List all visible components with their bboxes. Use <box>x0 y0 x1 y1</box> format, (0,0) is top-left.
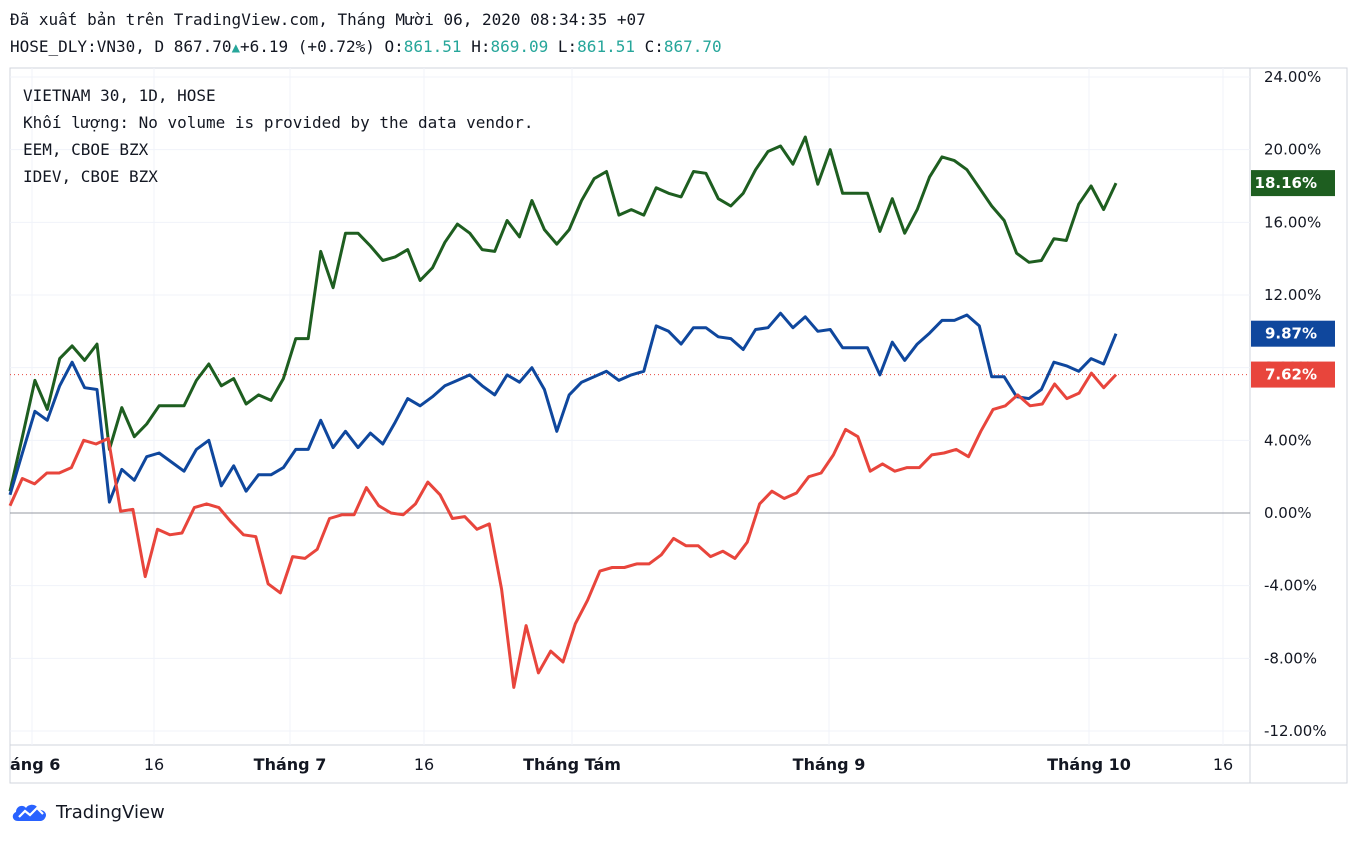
x-tick-label: áng 6 <box>10 755 60 774</box>
low-value: 861.51 <box>577 37 635 56</box>
comparison-chart[interactable]: 24.00%20.00%16.00%12.00%8.00%4.00%0.00%-… <box>0 0 1357 790</box>
last-value-tag-green: 18.16% <box>1251 170 1335 197</box>
x-tick-label: 16 <box>1213 755 1233 774</box>
y-tick-label: 16.00% <box>1264 213 1321 231</box>
tradingview-brand[interactable]: TradingView <box>10 800 165 824</box>
price-change: +6.19 (+0.72%) <box>240 37 375 56</box>
open-label: O: <box>384 37 404 56</box>
high-value: 869.09 <box>490 37 549 56</box>
x-tick-label: Tháng 10 <box>1047 755 1131 774</box>
legend-idev[interactable]: IDEV, CBOE BZX <box>23 167 158 186</box>
x-tick-label: 16 <box>144 755 164 774</box>
y-tick-label: -8.00% <box>1264 649 1317 667</box>
x-tick-label: Tháng 9 <box>793 755 866 774</box>
open-value: 861.51 <box>403 37 462 56</box>
y-tick-label: 4.00% <box>1264 431 1312 449</box>
x-tick-label: Tháng 7 <box>254 755 327 774</box>
grid <box>10 68 1250 745</box>
symbol-label[interactable]: HOSE_DLY:VN30, D <box>10 37 165 56</box>
last-price: 867.70 <box>173 37 232 56</box>
symbol-info-line: HOSE_DLY:VN30, D 867.70▲+6.19 (+0.72%) O… <box>10 37 722 56</box>
tag-value: 7.62% <box>1265 366 1317 384</box>
tag-background <box>1251 361 1335 388</box>
series-line-green <box>8 135 1118 492</box>
up-triangle-icon: ▲ <box>231 40 240 56</box>
tag-background <box>1251 170 1335 197</box>
y-tick-label: 20.00% <box>1264 141 1321 159</box>
published-info: Đã xuất bản trên TradingView.com, Tháng … <box>10 10 646 29</box>
last-value-tag-red: 7.62% <box>1251 361 1335 388</box>
series-line-red <box>8 371 1118 689</box>
legend-volume[interactable]: Khối lượng: No volume is provided by the… <box>23 113 534 132</box>
chart-frame <box>9 67 1348 784</box>
legend-vn30[interactable]: VIETNAM 30, 1D, HOSE <box>23 86 216 105</box>
tradingview-cloud-logo-icon <box>12 804 47 821</box>
last-value-tag-blue: 9.87% <box>1251 320 1335 347</box>
series-line-blue <box>8 311 1118 504</box>
y-tick-label: -12.00% <box>1264 722 1327 740</box>
brand-name: TradingView <box>56 801 165 823</box>
tag-value: 9.87% <box>1265 325 1317 343</box>
tag-value: 18.16% <box>1255 174 1317 192</box>
low-label: L: <box>557 37 578 56</box>
last-value-tags: 18.16% 9.87% 7.62% <box>1251 170 1335 388</box>
x-tick-label: Tháng Tám <box>523 755 621 774</box>
high-label: H: <box>471 37 491 56</box>
x-tick-label: 16 <box>414 755 434 774</box>
y-tick-label: 0.00% <box>1264 504 1312 522</box>
time-axis-labels: áng 6 16 Tháng 7 16 Tháng Tám Tháng 9 Tháng 10… <box>10 755 1233 774</box>
close-label: C: <box>644 37 664 56</box>
tag-background <box>1251 320 1335 347</box>
close-value: 867.70 <box>663 37 722 56</box>
y-tick-label: 24.00% <box>1264 68 1321 86</box>
y-tick-label: -4.00% <box>1264 577 1317 595</box>
price-axis-labels: 24.00%20.00%16.00%12.00%8.00%4.00%0.00%-… <box>1264 68 1327 740</box>
series-lines <box>8 135 1118 689</box>
y-tick-label: 12.00% <box>1264 286 1321 304</box>
legend-eem[interactable]: EEM, CBOE BZX <box>23 140 149 159</box>
